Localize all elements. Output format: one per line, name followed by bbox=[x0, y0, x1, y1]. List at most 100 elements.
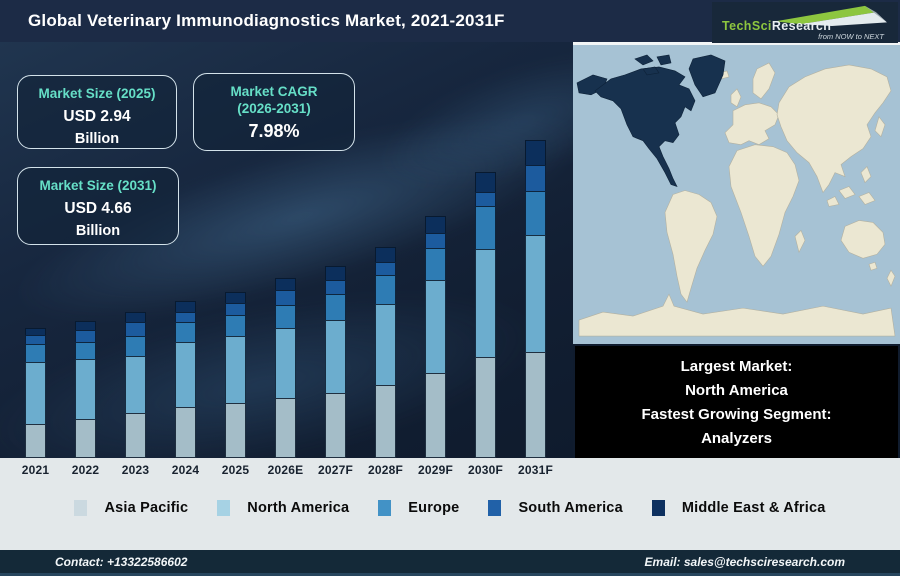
legend-label: Europe bbox=[408, 500, 460, 516]
segment-north-america bbox=[225, 336, 246, 404]
map-top-border bbox=[573, 42, 900, 45]
segment-north-america bbox=[175, 342, 196, 408]
x-axis-label-2028f: 2028F bbox=[367, 463, 404, 477]
x-axis-label-2027f: 2027F bbox=[317, 463, 354, 477]
segment-south-america bbox=[425, 233, 446, 249]
legend-item-asia-pacific: Asia Pacific bbox=[74, 500, 188, 516]
logo-tagline: from NOW to NEXT bbox=[818, 32, 884, 41]
bar-2022 bbox=[75, 321, 96, 458]
segment-asia-pacific bbox=[275, 398, 296, 458]
bar-2024 bbox=[175, 301, 196, 458]
bar-2023 bbox=[125, 312, 146, 458]
legend-swatch-south-america bbox=[488, 500, 502, 516]
legend-item-middle-east-africa: Middle East & Africa bbox=[651, 500, 826, 516]
segment-north-america bbox=[275, 328, 296, 399]
segment-europe bbox=[475, 206, 496, 250]
x-axis-label-2025: 2025 bbox=[221, 463, 250, 477]
x-axis-label-2029f: 2029F bbox=[417, 463, 454, 477]
logo-arrow-icon bbox=[775, 5, 887, 26]
segment-europe bbox=[75, 342, 96, 360]
bar-2031f bbox=[525, 140, 546, 458]
segment-europe bbox=[275, 305, 296, 329]
segment-europe bbox=[175, 322, 196, 343]
page-title: Global Veterinary Immunodiagnostics Mark… bbox=[28, 11, 505, 30]
segment-europe bbox=[125, 336, 146, 357]
world-map-svg bbox=[573, 45, 900, 344]
segment-north-america bbox=[375, 304, 396, 386]
segment-europe bbox=[375, 275, 396, 305]
segment-middle-east-africa bbox=[525, 140, 546, 166]
x-axis-label-2023: 2023 bbox=[121, 463, 150, 477]
x-axis-label-2024: 2024 bbox=[171, 463, 200, 477]
bar-2028f bbox=[375, 247, 396, 458]
stacked-bar-chart: Market Size (2025) USD 2.94 Billion Mark… bbox=[0, 42, 573, 458]
segment-middle-east-africa bbox=[325, 266, 346, 281]
largest-market-label: Largest Market: bbox=[680, 358, 793, 375]
callout-value: USD 2.94 bbox=[63, 108, 131, 125]
callout-title-line2: (2026-2031) bbox=[237, 101, 311, 116]
legend-label: Middle East & Africa bbox=[681, 500, 826, 516]
segment-asia-pacific bbox=[475, 357, 496, 458]
x-axis-label-2022: 2022 bbox=[71, 463, 100, 477]
callout-value: 7.98% bbox=[248, 121, 300, 141]
segment-europe bbox=[425, 248, 446, 281]
segment-north-america bbox=[75, 359, 96, 420]
chart-legend: Asia Pacific North America Europe South Ame… bbox=[0, 500, 900, 516]
callout-title: Market Size (2025) bbox=[38, 86, 156, 101]
segment-south-america bbox=[475, 192, 496, 207]
legend-item-south-america: South America bbox=[488, 500, 623, 516]
segment-middle-east-africa bbox=[425, 216, 446, 234]
bar-2029f bbox=[425, 216, 446, 458]
x-axis-label-2026e: 2026E bbox=[267, 463, 304, 477]
bottom-strip: 2021 2022 2023 2024 2025 2026E 2027F 2028F 2029F… bbox=[0, 458, 900, 550]
segment-europe bbox=[225, 315, 246, 337]
segment-asia-pacific bbox=[375, 385, 396, 458]
segment-north-america bbox=[325, 320, 346, 394]
legend-label: Asia Pacific bbox=[104, 500, 189, 516]
segment-south-america bbox=[125, 322, 146, 337]
segment-europe bbox=[25, 344, 46, 363]
legend-label: South America bbox=[518, 500, 623, 516]
segment-asia-pacific bbox=[225, 403, 246, 458]
segment-asia-pacific bbox=[125, 413, 146, 458]
market-highlights-box: Largest Market: North America Fastest Gr… bbox=[575, 346, 898, 458]
contact-email: Email: sales@techsciresearch.com bbox=[644, 554, 845, 569]
segment-south-america bbox=[325, 280, 346, 295]
fastest-segment-label: Fastest Growing Segment: bbox=[641, 406, 832, 423]
legend-swatch-north-america bbox=[217, 500, 231, 516]
callout-market-size-2025: Market Size (2025) USD 2.94 Billion bbox=[17, 75, 177, 149]
footer-bar: Contact: +13322586602 Email: sales@techs… bbox=[0, 550, 900, 576]
fastest-segment-value: Analyzers bbox=[701, 430, 772, 447]
segment-south-america bbox=[375, 262, 396, 276]
bar-2025 bbox=[225, 292, 246, 458]
callout-unit: Billion bbox=[74, 131, 120, 147]
segment-south-america bbox=[525, 165, 546, 192]
segment-europe bbox=[325, 294, 346, 321]
title-bar: Global Veterinary Immunodiagnostics Mark… bbox=[0, 0, 900, 43]
segment-asia-pacific bbox=[425, 373, 446, 458]
legend-swatch-asia-pacific bbox=[74, 500, 88, 516]
callout-title: Market CAGR bbox=[230, 84, 318, 99]
world-map bbox=[573, 45, 900, 344]
logo-wordmark: TechSciResearch bbox=[722, 19, 832, 33]
callout-title: Market Size (2031) bbox=[39, 178, 157, 193]
legend-label: North America bbox=[247, 500, 350, 516]
map-panel: Largest Market: North America Fastest Gr… bbox=[573, 42, 900, 458]
largest-market-value: North America bbox=[685, 382, 788, 399]
legend-item-north-america: North America bbox=[217, 500, 349, 516]
contact-phone: Contact: +13322586602 bbox=[55, 554, 188, 569]
callout-unit: Billion bbox=[75, 223, 121, 239]
x-axis-label-2030f: 2030F bbox=[467, 463, 504, 477]
bar-2030f bbox=[475, 172, 496, 458]
map-highlight-north-america bbox=[576, 54, 726, 188]
segment-north-america bbox=[25, 362, 46, 425]
legend-item-europe: Europe bbox=[378, 500, 459, 516]
segment-middle-east-africa bbox=[375, 247, 396, 263]
legend-swatch-middle-east-africa bbox=[651, 500, 665, 516]
legend-swatch-europe bbox=[378, 500, 392, 516]
callout-market-size-2031: Market Size (2031) USD 4.66 Billion bbox=[17, 167, 179, 245]
bar-2021 bbox=[25, 328, 46, 458]
segment-europe bbox=[525, 191, 546, 236]
segment-middle-east-africa bbox=[475, 172, 496, 193]
callout-value: USD 4.66 bbox=[64, 200, 132, 217]
